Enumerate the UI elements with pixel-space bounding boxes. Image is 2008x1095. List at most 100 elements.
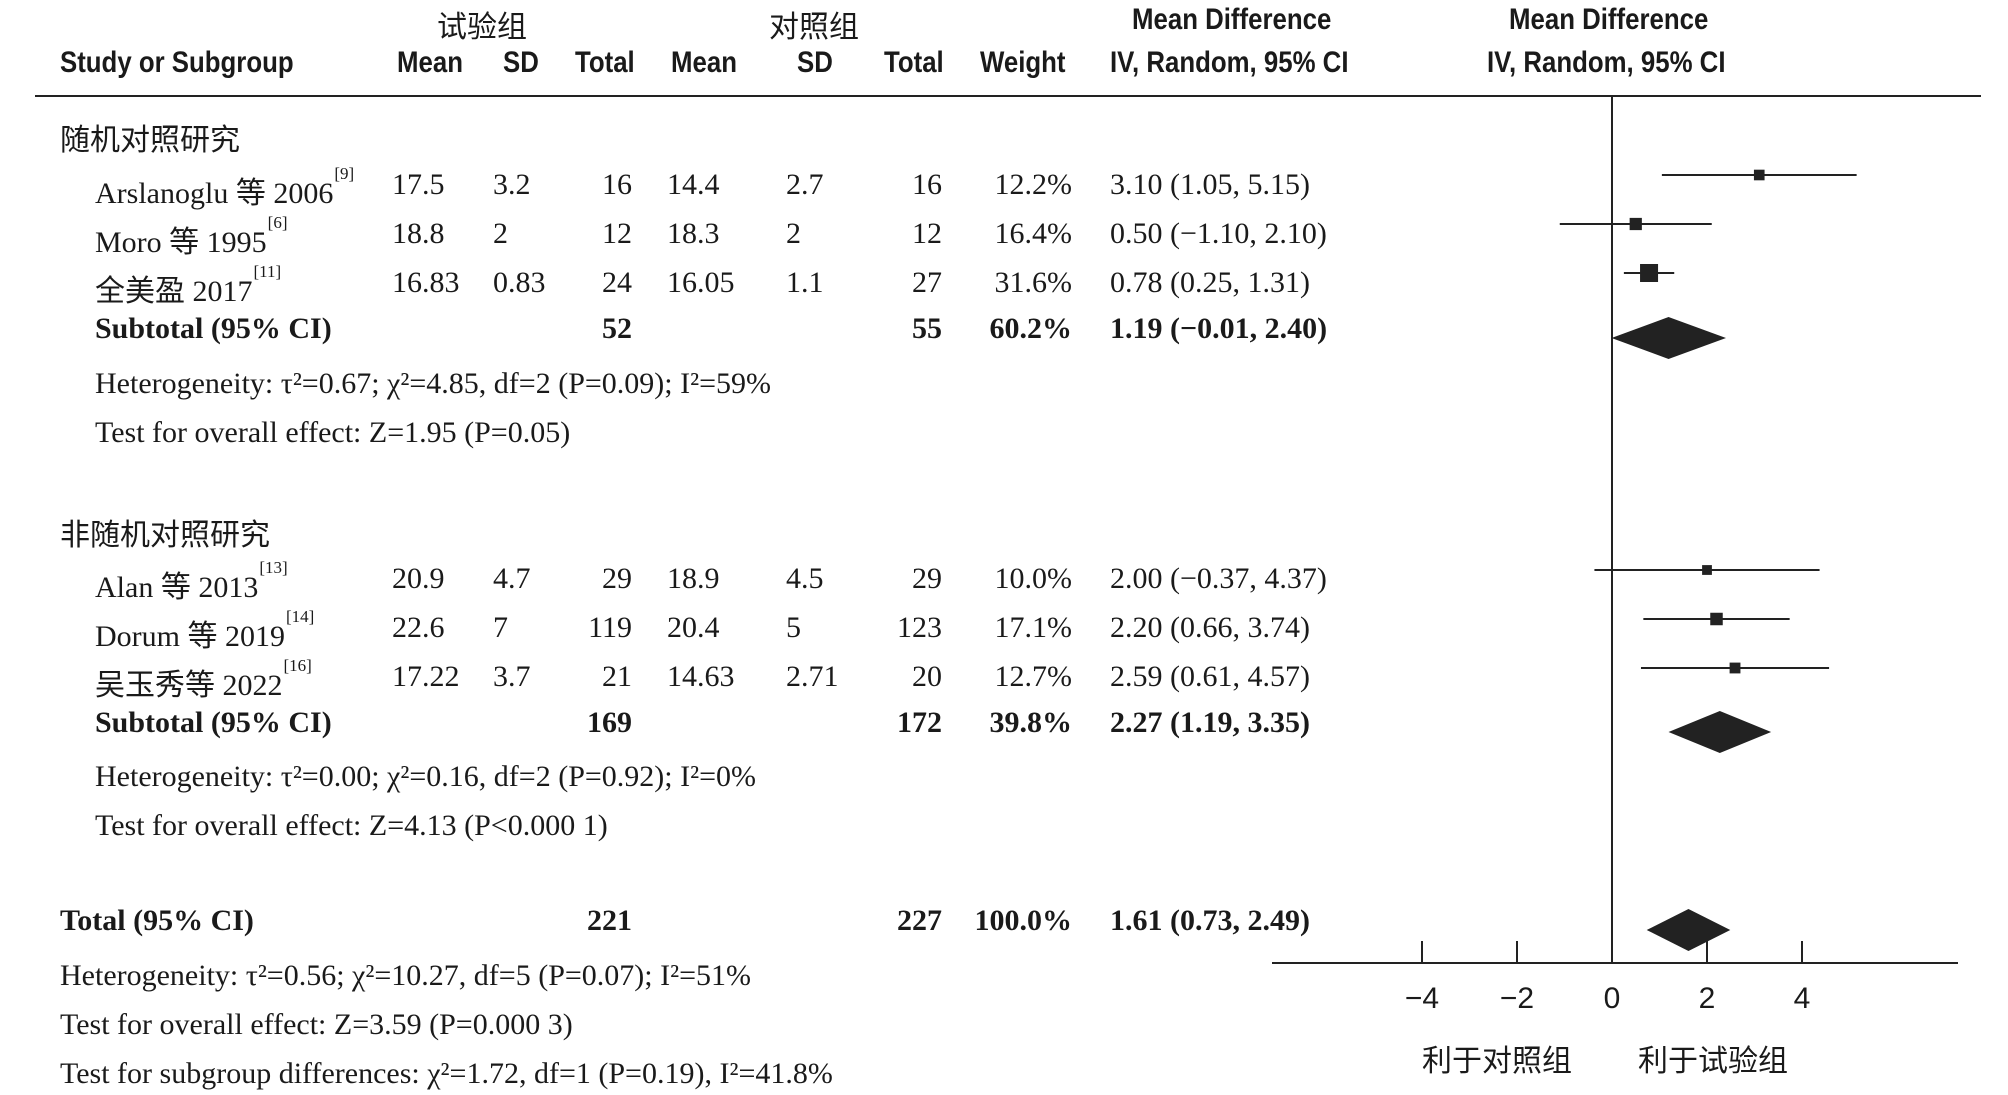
study-ref: [9] [334,164,355,183]
exp-total: 119 [588,611,632,644]
weight: 17.1% [994,611,1073,644]
heterogeneity-text: Heterogeneity: τ²=0.00; χ²=0.16, df=2 (P… [95,760,757,793]
subgroup-label: 随机对照研究 [60,123,240,158]
total-heterogeneity-text: Heterogeneity: τ²=0.56; χ²=10.27, df=5 (… [60,959,752,992]
weight: 12.2% [994,168,1073,201]
study-name: 吴玉秀等 2022 [95,669,283,702]
study-ref: [11] [253,262,282,281]
header-study-or-subgroup: Study or Subgroup [60,46,294,79]
overall-effect-text: Test for overall effect: Z=1.95 (P=0.05) [95,416,571,449]
overall-effect-text: Test for overall effect: Z=4.13 (P<0.000… [95,809,608,842]
ctrl-total: 12 [912,217,942,250]
header-exp-mean: Mean [397,46,463,79]
exp-total: 16 [602,168,632,201]
ctrl-mean: 18.3 [667,217,720,250]
header-ctrl-mean: Mean [671,46,737,79]
pooled-diamond [1646,909,1731,951]
study-name: Dorum 等 2019 [95,620,285,653]
x-tick-label: −2 [1500,982,1534,1015]
pooled-diamond [1668,711,1772,753]
weight: 10.0% [994,562,1073,595]
study-ref: [13] [259,558,288,577]
ctrl-sd: 4.5 [786,562,824,595]
ci-text: 2.59 (0.61, 4.57) [1110,660,1310,693]
ctrl-mean: 16.05 [667,266,735,299]
study-name: Moro 等 1995 [95,226,267,259]
study-name: 全美盈 2017 [95,275,253,308]
ci-text: 0.50 (−1.10, 2.10) [1110,217,1327,250]
ctrl-sd: 2 [786,217,801,250]
weight: 31.6% [994,266,1073,299]
total-ci-text: 1.61 (0.73, 2.49) [1110,904,1310,937]
subgroup-differences-text: Test for subgroup differences: χ²=1.72, … [60,1057,833,1090]
weight: 16.4% [994,217,1073,250]
exp-mean: 17.22 [392,660,460,693]
exp-sd: 3.2 [493,168,531,201]
weight: 12.7% [994,660,1073,693]
plot-marks [1559,169,1857,951]
exp-mean: 22.6 [392,611,445,644]
total-weight: 100.0% [974,904,1073,937]
header-rule [35,95,1981,97]
ctrl-total: 29 [912,562,942,595]
x-tick-label: 0 [1604,982,1621,1015]
ci-text: 2.20 (0.66, 3.74) [1110,611,1310,644]
study-ref: [16] [283,656,312,675]
study-point [1702,565,1712,575]
ctrl-mean: 20.4 [667,611,720,644]
study-ref: [6] [267,213,288,232]
header-md-title: Mean Difference [1132,3,1332,36]
header-exp-sd: SD [503,46,539,79]
exp-total: 29 [602,562,632,595]
exp-mean: 20.9 [392,562,445,595]
x-tick-label: −4 [1405,982,1439,1015]
subtotal-ci-text: 1.19 (−0.01, 2.40) [1110,312,1328,345]
subtotal-ci-text: 2.27 (1.19, 3.35) [1110,706,1310,739]
ctrl-total: 16 [912,168,942,201]
ctrl-total: 20 [912,660,942,693]
ci-text: 3.10 (1.05, 5.15) [1110,168,1310,201]
header-group-experimental: 试验组 [437,10,527,45]
exp-mean: 17.5 [392,168,445,201]
ctrl-sd: 5 [786,611,801,644]
header-plot-title: Mean Difference [1509,3,1709,36]
ctrl-total: 27 [912,266,942,299]
exp-sd: 0.83 [493,266,546,299]
study-point [1753,169,1765,181]
header-exp-total: Total [575,46,635,79]
header-weight: Weight [980,46,1066,79]
ctrl-sd: 2.7 [786,168,824,201]
study-point [1629,217,1642,231]
study-name: Alan 等 2013 [95,571,259,604]
exp-total: 21 [602,660,632,693]
subtotal-weight: 39.8% [989,706,1073,739]
favours-experimental-label: 利于试验组 [1638,1044,1788,1079]
exp-mean: 16.83 [392,266,460,299]
study-ref: [14] [286,607,315,626]
exp-sd: 2 [493,217,508,250]
subtotal-label: Subtotal (95% CI) [95,312,332,345]
study-point [1710,612,1723,626]
subtotal-ctrl-total: 172 [897,706,942,739]
ci-text: 2.00 (−0.37, 4.37) [1110,562,1327,595]
x-axis-ticks: −4 −2 0 2 4 [1405,941,1810,1015]
total-label: Total (95% CI) [60,904,254,937]
ctrl-mean: 14.63 [667,660,735,693]
subgroup-label: 非随机对照研究 [60,518,270,553]
ctrl-sd: 1.1 [786,266,824,299]
total-overall-effect-text: Test for overall effect: Z=3.59 (P=0.000… [60,1008,573,1041]
pooled-diamond [1611,317,1726,359]
x-tick-label: 2 [1699,982,1716,1015]
favours-control-label: 利于对照组 [1422,1044,1572,1079]
ctrl-mean: 14.4 [667,168,720,201]
subtotal-exp-total: 52 [602,312,632,345]
subtotal-ctrl-total: 55 [912,312,942,345]
study-point [1729,662,1741,674]
ctrl-mean: 18.9 [667,562,720,595]
exp-sd: 3.7 [493,660,531,693]
subtotal-label: Subtotal (95% CI) [95,706,332,739]
x-tick-label: 4 [1794,982,1811,1015]
exp-mean: 18.8 [392,217,445,250]
exp-sd: 7 [493,611,508,644]
